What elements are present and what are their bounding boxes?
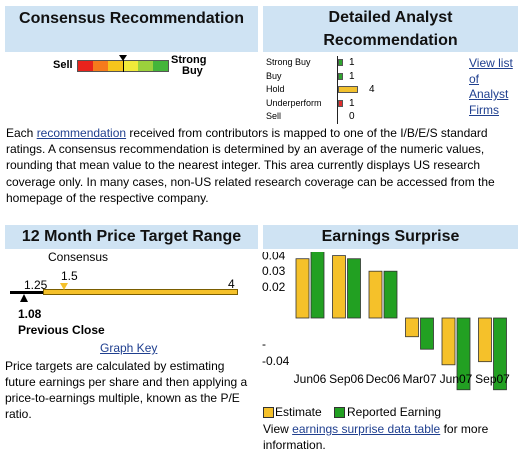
y-tick-label: - bbox=[262, 337, 266, 351]
scale-segment bbox=[108, 61, 123, 71]
scale-label-buy: Buy bbox=[182, 65, 203, 77]
graph-key-link[interactable]: Graph Key bbox=[100, 341, 158, 355]
scale-segment bbox=[78, 61, 93, 71]
detailed-rating-list: Strong Buy 1 Buy 1 Hold 4 Underperform 1 Sell 0 bbox=[264, 56, 414, 124]
x-tick-label: Mar07 bbox=[402, 372, 436, 386]
estimate-bar bbox=[441, 317, 456, 366]
consensus-scale: Sell Strong Buy bbox=[50, 54, 220, 84]
detailed-heading: Detailed Analyst Recommendation bbox=[263, 6, 518, 52]
recommendation-description: Each recommendation received from contri… bbox=[6, 126, 495, 205]
rating-count: 1 bbox=[349, 70, 355, 82]
detail-axis-line bbox=[337, 56, 338, 124]
previous-close-value: 1.08 bbox=[18, 307, 42, 321]
x-tick-label: Jun07 bbox=[440, 372, 473, 386]
estimate-bar bbox=[295, 258, 310, 319]
consensus-marker-line bbox=[123, 60, 124, 72]
estimate-bar bbox=[368, 270, 383, 319]
consensus-label: Consensus bbox=[48, 250, 109, 264]
scale-segment bbox=[138, 61, 153, 71]
y-tick-label: -0.04 bbox=[262, 354, 290, 368]
reported-bar bbox=[420, 317, 434, 350]
rating-bar bbox=[338, 86, 358, 93]
previous-close-label: Previous Close bbox=[18, 323, 105, 337]
earnings-heading: Earnings Surprise bbox=[263, 225, 518, 249]
reported-bar bbox=[383, 270, 398, 319]
target-range-lower-bar bbox=[10, 291, 43, 294]
rating-label: Buy bbox=[266, 70, 282, 81]
x-tick-label: Dec06 bbox=[366, 372, 401, 386]
rating-count: 1 bbox=[349, 97, 355, 109]
earnings-data-table-link[interactable]: earnings surprise data table bbox=[292, 422, 441, 436]
legend-estimate-swatch bbox=[263, 407, 274, 418]
target-low-label: 1.25 bbox=[24, 278, 48, 292]
earnings-surprise-chart: 0.040.03 0.02 - -0.04 Jun06 Sep06 Dec06 Mar07 Ju… bbox=[262, 252, 510, 391]
legend-estimate-label: Estimate bbox=[275, 405, 322, 419]
rating-bar bbox=[338, 59, 343, 66]
y-tick-label: 0.03 bbox=[262, 264, 286, 278]
rating-bar bbox=[338, 99, 343, 107]
consensus-marker-icon bbox=[119, 55, 127, 61]
previous-close-triangle-icon bbox=[20, 294, 29, 302]
price-target-note: Price targets are calculated by estimati… bbox=[5, 359, 248, 421]
rating-label: Sell bbox=[266, 111, 282, 121]
rating-count: 1 bbox=[349, 57, 355, 68]
scale-segment bbox=[93, 61, 108, 71]
legend-reported-label: Reported Earning bbox=[347, 405, 442, 419]
scale-label-strong: Strong bbox=[171, 54, 207, 66]
recommendation-link[interactable]: recommendation bbox=[36, 126, 127, 140]
scale-label-sell: Sell bbox=[53, 59, 73, 71]
earnings-footer: View earnings surprise data table for mo… bbox=[263, 422, 489, 452]
target-high-label: 4 bbox=[228, 277, 235, 291]
y-tick-label: 0.04 bbox=[262, 252, 286, 263]
price-target-heading: 12 Month Price Target Range bbox=[5, 225, 258, 249]
x-tick-label: Sep06 bbox=[329, 372, 364, 386]
rating-label: Hold bbox=[266, 84, 285, 94]
scale-segment bbox=[153, 61, 168, 71]
target-range-bar bbox=[43, 289, 238, 295]
scale-segment bbox=[123, 61, 138, 71]
estimate-bar bbox=[405, 317, 419, 338]
target-consensus-label: 1.5 bbox=[61, 269, 78, 283]
rating-label: Underperform bbox=[266, 97, 322, 108]
reported-bar bbox=[310, 252, 325, 319]
reported-bar bbox=[493, 317, 507, 391]
rating-count: 4 bbox=[369, 84, 375, 95]
rating-label: Strong Buy bbox=[266, 57, 311, 67]
x-tick-label: Sep07 bbox=[475, 372, 510, 386]
estimate-bar bbox=[332, 255, 346, 319]
estimate-bar bbox=[478, 317, 492, 363]
reported-bar bbox=[456, 317, 471, 391]
x-tick-label: Jun06 bbox=[294, 372, 327, 386]
price-target-chart: Consensus 1.25 1.5 4 1.08 Previous Close bbox=[10, 250, 258, 340]
rating-bar bbox=[338, 72, 343, 80]
consensus-triangle-icon bbox=[60, 283, 68, 290]
legend-reported-swatch bbox=[334, 407, 345, 418]
rating-count: 0 bbox=[349, 111, 355, 122]
y-tick-label: 0.02 bbox=[262, 280, 286, 294]
reported-bar bbox=[347, 258, 361, 319]
view-analyst-firms-link[interactable]: View list of Analyst Firms bbox=[469, 56, 513, 117]
consensus-heading: Consensus Recommendation bbox=[5, 6, 258, 52]
